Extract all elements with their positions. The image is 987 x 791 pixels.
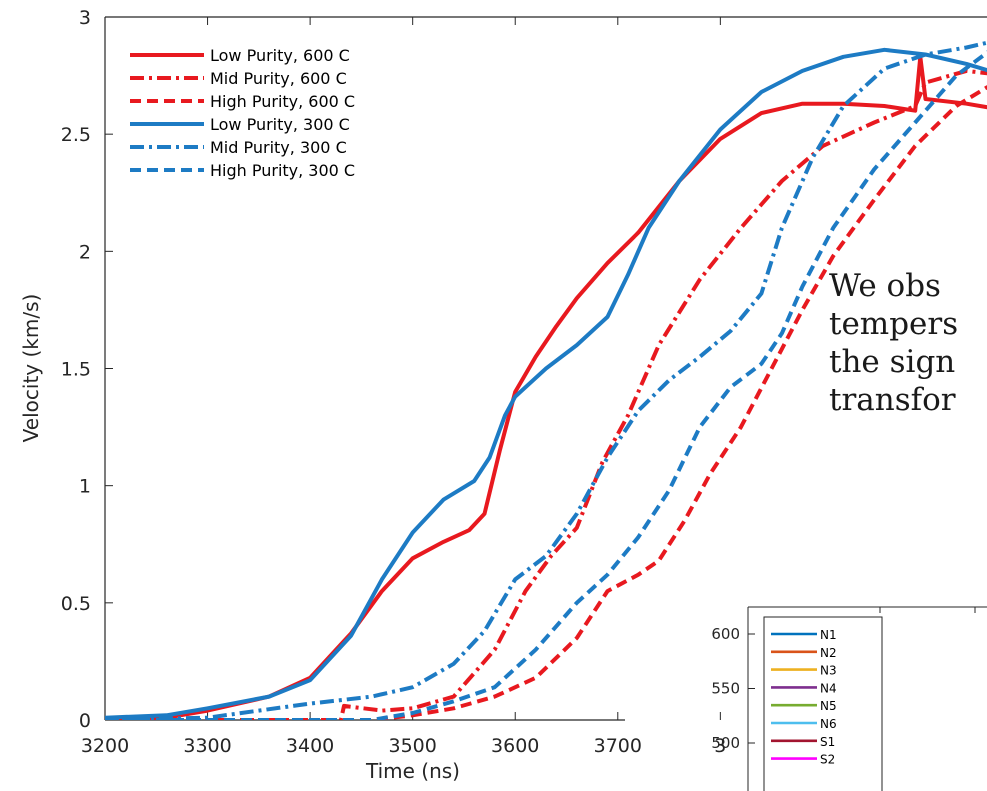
main-legend: Low Purity, 600 C Mid Purity, 600 C High P… [130,46,355,180]
y-tick-label: 1 [79,476,91,498]
x-tick-label: 3700 [594,735,642,757]
main-x-axis-label: Time (ns) [365,759,460,783]
inset-legend-entry: N6 [820,717,837,731]
inset-legend-entry: N1 [820,628,837,642]
x-tick-label: 3200 [81,735,129,757]
y-tick-label: 2.5 [61,124,91,146]
annotation-line-1: We obs [829,268,941,304]
inset-y-tick-label: 600 [711,625,740,643]
inset-chart: 450 500 550 600 N1 N2 N3 N4 N5 N6 S1 S2 [711,606,987,791]
series-line-4 [105,47,987,720]
y-tick-label: 1.5 [61,359,91,381]
legend-entry: High Purity, 600 C [210,92,355,111]
inset-legend-entry: S1 [820,735,835,749]
main-chart: 3200 3300 3400 3500 3600 3700 3 0 0.5 1 1.5 2 2.5 3 T… [19,7,987,783]
inset-y-tick-label: 500 [711,734,740,752]
inset-legend-entry: N3 [820,664,837,678]
x-tick-label: 3500 [388,735,436,757]
annotation-line-3: the sign [829,344,955,380]
series-line-6 [105,50,987,720]
main-ticks: 3200 3300 3400 3500 3600 3700 3 0 0.5 1 1.5 2 2.5 3 [61,7,727,757]
x-tick-label: 3600 [491,735,539,757]
x-tick-label: 3 [714,735,726,757]
x-tick-label: 3400 [286,735,334,757]
y-tick-label: 0.5 [61,593,91,615]
inset-legend-entry: N4 [820,681,837,695]
inset-legend-entry: N2 [820,646,837,660]
y-tick-label: 0 [79,710,91,732]
legend-entry: Low Purity, 600 C [210,46,350,65]
annotation-text: We obs tempers the sign transfor [829,268,958,418]
y-tick-label: 2 [79,241,91,263]
annotation-line-4: transfor [829,382,956,418]
legend-entry: High Purity, 300 C [210,161,355,180]
y-tick-label: 3 [79,7,91,29]
legend-entry: Low Purity, 300 C [210,115,350,134]
inset-legend: N1 N2 N3 N4 N5 N6 S1 S2 [763,616,883,791]
inset-y-tick-label: 550 [711,680,740,698]
legend-entry: Mid Purity, 600 C [210,69,347,88]
series-line-2 [105,68,987,720]
main-y-axis-label: Velocity (km/s) [19,294,43,443]
legend-entry: Mid Purity, 300 C [210,138,347,157]
inset-legend-entry: N5 [820,699,837,713]
x-tick-label: 3300 [183,735,231,757]
inset-y-tick-label: 450 [711,789,740,791]
inset-ticks: 450 500 550 600 [711,607,976,791]
inset-legend-entry: S2 [820,753,835,767]
main-series [105,40,987,720]
annotation-line-2: tempers [829,306,958,342]
series-line-3 [105,85,987,720]
